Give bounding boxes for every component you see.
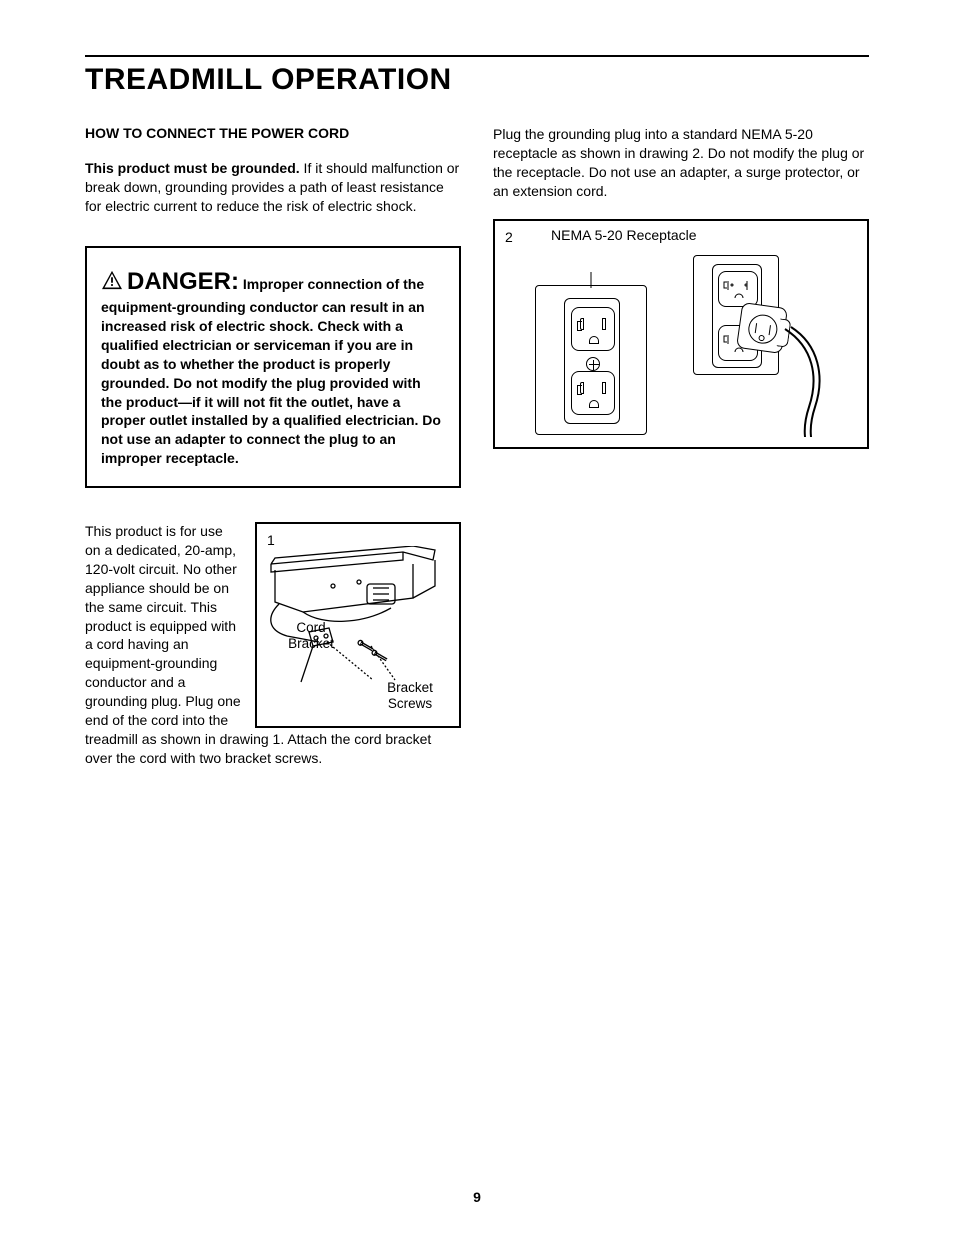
left-column: HOW TO CONNECT THE POWER CORD This produ… (85, 125, 461, 768)
figure-1-label-cord-bracket: Cord Bracket (281, 620, 341, 730)
danger-body: Improper connection of the equipment-gro… (101, 276, 441, 467)
figure-1-label-bracket-screws: Bracket Screws (375, 680, 445, 712)
outlet-socket-top (571, 307, 615, 351)
figure-1: 1 (255, 522, 461, 728)
outlet-socket-bottom (571, 371, 615, 415)
intro-paragraph: This product must be grounded. If it sho… (85, 159, 461, 216)
right-column: Plug the grounding plug into a standard … (493, 125, 869, 768)
plug (736, 302, 788, 354)
page-number: 9 (0, 1189, 954, 1205)
section-heading: HOW TO CONNECT THE POWER CORD (85, 125, 461, 141)
page-title: TREADMILL OPERATION (85, 63, 869, 97)
figure-2: 2 NEMA 5-20 Receptacle (493, 219, 869, 449)
figure-2-right-panel (691, 231, 853, 433)
circuit-block: 1 (85, 522, 461, 768)
outlet-inner (564, 298, 620, 424)
outlet-leader-line (590, 272, 592, 288)
receptacle-paragraph: Plug the grounding plug into a standard … (493, 125, 869, 201)
danger-paragraph: DANGER: Improper connection of the equip… (101, 266, 445, 468)
figure-2-left-panel (509, 231, 671, 433)
outlet2-socket-top (718, 271, 758, 307)
warning-icon (101, 270, 123, 290)
top-rule (85, 55, 869, 57)
danger-word: DANGER: (127, 268, 239, 295)
outlet-faceplate (535, 285, 647, 435)
intro-bold: This product must be grounded. (85, 160, 300, 176)
power-cord (783, 327, 843, 437)
outlet-center-screw (586, 357, 600, 371)
danger-box: DANGER: Improper connection of the equip… (85, 246, 461, 488)
content-columns: HOW TO CONNECT THE POWER CORD This produ… (85, 125, 869, 768)
